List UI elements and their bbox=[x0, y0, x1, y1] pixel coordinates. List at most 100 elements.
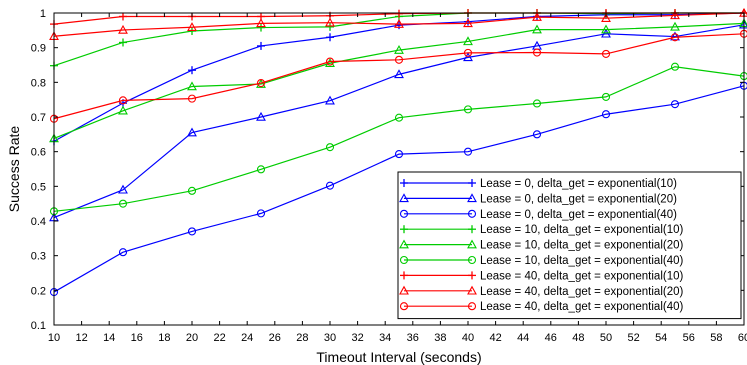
data-point-marker bbox=[188, 27, 196, 36]
x-tick-label: 30 bbox=[324, 332, 336, 344]
legend-entry: Lease = 10, delta_get = exponential(20) bbox=[399, 239, 683, 252]
data-point-marker bbox=[670, 62, 680, 71]
data-point-marker bbox=[601, 92, 611, 101]
data-point-marker bbox=[325, 143, 335, 152]
x-tick-label: 42 bbox=[489, 332, 501, 344]
series-line bbox=[53, 22, 745, 140]
legend-label: Lease = 10, delta_get = exponential(10) bbox=[480, 224, 683, 236]
legend-entry: Lease = 0, delta_get = exponential(20) bbox=[399, 193, 677, 205]
x-tick-label: 16 bbox=[131, 332, 143, 344]
plot-frame bbox=[53, 12, 745, 326]
data-point-marker bbox=[118, 24, 128, 34]
data-point-marker bbox=[326, 22, 334, 31]
x-tick-label: 58 bbox=[710, 332, 722, 344]
y-tick-label: 0.5 bbox=[31, 181, 46, 193]
data-point-marker bbox=[118, 105, 128, 115]
legend-entry: Lease = 10, delta_get = exponential(40) bbox=[399, 255, 683, 267]
y-tick-label: 0.3 bbox=[31, 251, 46, 263]
data-point-marker bbox=[532, 99, 542, 108]
data-point-marker bbox=[118, 248, 128, 257]
data-point-marker bbox=[467, 302, 477, 311]
data-point-marker bbox=[257, 23, 265, 32]
data-point-marker bbox=[399, 193, 409, 203]
series-line bbox=[53, 66, 745, 212]
legend: Lease = 0, delta_get = exponential(10) Le… bbox=[397, 171, 742, 320]
data-point-marker bbox=[325, 95, 335, 105]
series-3 bbox=[49, 81, 747, 297]
data-point-marker bbox=[256, 111, 266, 121]
series-2 bbox=[49, 19, 747, 222]
x-tick-label: 48 bbox=[572, 332, 584, 344]
data-point-marker bbox=[326, 33, 334, 42]
legend-box bbox=[397, 171, 742, 320]
y-tick-label: 0.6 bbox=[31, 147, 46, 159]
x-tick-label: 44 bbox=[517, 332, 529, 344]
data-point-marker bbox=[256, 18, 266, 28]
data-point-marker bbox=[601, 24, 611, 34]
data-point-marker bbox=[400, 179, 408, 187]
x-tick-label: 36 bbox=[407, 332, 419, 344]
data-point-marker bbox=[468, 271, 476, 280]
x-tick-label: 18 bbox=[158, 332, 170, 344]
data-point-marker bbox=[394, 55, 404, 64]
data-point-marker bbox=[187, 94, 197, 103]
data-point-marker bbox=[394, 150, 404, 159]
data-point-marker bbox=[467, 255, 477, 265]
data-point-marker bbox=[468, 225, 476, 234]
y-tick-label: 0.2 bbox=[31, 285, 46, 297]
legend-label: Lease = 40, delta_get = exponential(20) bbox=[480, 286, 683, 298]
data-point-marker bbox=[394, 69, 404, 79]
data-point-marker bbox=[394, 18, 404, 28]
data-point-marker bbox=[399, 255, 409, 265]
x-tick-label: 22 bbox=[213, 332, 225, 344]
x-tick-label: 32 bbox=[351, 332, 363, 344]
data-point-marker bbox=[399, 285, 409, 295]
legend-entry: Lease = 10, delta_get = exponential(10) bbox=[400, 224, 683, 236]
data-point-marker bbox=[601, 13, 611, 22]
data-point-marker bbox=[670, 100, 680, 109]
data-point-marker bbox=[670, 10, 680, 20]
data-point-marker bbox=[399, 302, 409, 311]
legend-label: Lease = 10, delta_get = exponential(40) bbox=[480, 255, 683, 267]
y-tick-label: 0.7 bbox=[31, 112, 46, 124]
data-point-marker bbox=[118, 184, 128, 194]
data-point-marker bbox=[601, 49, 611, 58]
x-tick-label: 14 bbox=[103, 332, 115, 344]
x-tick-label: 56 bbox=[683, 332, 695, 344]
data-point-marker bbox=[394, 44, 404, 54]
data-point-marker bbox=[118, 199, 128, 208]
data-point-marker bbox=[395, 9, 403, 18]
data-point-marker bbox=[187, 81, 197, 91]
legend-entry: Lease = 40, delta_get = exponential(10) bbox=[400, 270, 683, 282]
x-tick-label: 60 bbox=[738, 332, 747, 344]
y-tick-label: 0.8 bbox=[31, 77, 46, 89]
data-point-marker bbox=[256, 209, 266, 218]
data-point-marker bbox=[463, 48, 473, 57]
x-tick-label: 52 bbox=[627, 332, 639, 344]
data-point-marker bbox=[399, 239, 409, 249]
data-point-marker bbox=[532, 12, 542, 21]
data-point-marker bbox=[467, 285, 477, 295]
data-point-marker bbox=[532, 48, 542, 57]
data-point-marker bbox=[256, 78, 266, 88]
series-line bbox=[53, 33, 745, 120]
legend-label: Lease = 0, delta_get = exponential(40) bbox=[480, 209, 677, 221]
x-tick-label: 20 bbox=[186, 332, 198, 344]
legend-label: Lease = 0, delta_get = exponential(10) bbox=[480, 178, 677, 190]
data-point-marker bbox=[532, 130, 542, 139]
legend-label: Lease = 40, delta_get = exponential(10) bbox=[480, 270, 683, 282]
series-line bbox=[53, 12, 745, 37]
y-tick-label: 0.9 bbox=[31, 43, 46, 55]
data-point-marker bbox=[400, 271, 408, 280]
x-tick-label: 28 bbox=[296, 332, 308, 344]
data-point-marker bbox=[325, 58, 335, 68]
data-point-marker bbox=[670, 21, 680, 31]
y-tick-label: 0.1 bbox=[31, 320, 46, 332]
data-point-marker bbox=[463, 105, 473, 114]
data-point-marker bbox=[257, 41, 265, 50]
legend-entry: Lease = 0, delta_get = exponential(10) bbox=[400, 178, 677, 190]
data-point-marker bbox=[394, 113, 404, 122]
data-point-marker bbox=[325, 57, 335, 66]
